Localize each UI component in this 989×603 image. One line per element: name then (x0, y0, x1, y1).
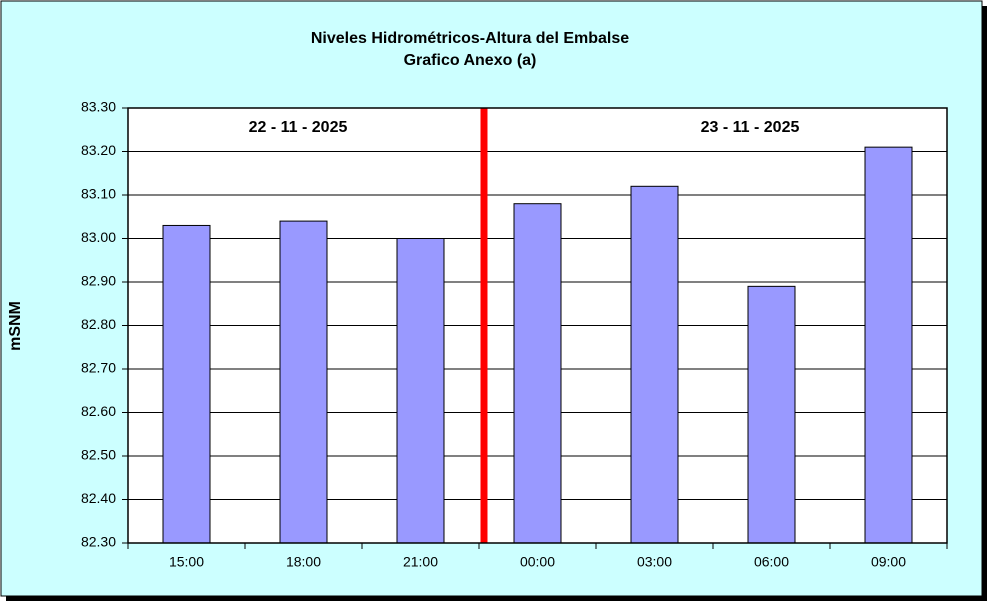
bar (162, 224, 211, 544)
bar (864, 146, 913, 544)
bar (630, 185, 679, 544)
x-tick-label: 06:00 (754, 554, 789, 570)
plot-border (127, 107, 948, 544)
bar (279, 220, 328, 544)
annotation: 22 - 11 - 2025 (249, 119, 348, 136)
y-tick-label: 82.90 (81, 273, 116, 289)
y-tick-label: 82.60 (81, 403, 116, 419)
y-tick-label: 83.30 (81, 99, 116, 115)
bar (513, 203, 562, 544)
chart-subtitle: Grafico Anexo (a) (404, 52, 537, 69)
x-tick-label: 18:00 (286, 554, 321, 570)
bar (747, 285, 796, 544)
y-tick-label: 83.00 (81, 229, 116, 245)
x-tick-label: 21:00 (403, 554, 438, 570)
chart-title: Niveles Hidrométricos-Altura del Embalse (311, 30, 629, 47)
bar (396, 238, 445, 544)
y-tick-label: 83.10 (81, 186, 116, 202)
y-tick-label: 83.20 (81, 142, 116, 158)
y-tick-label: 82.30 (81, 534, 116, 550)
y-tick-label: 82.50 (81, 447, 116, 463)
annotation: 23 - 11 - 2025 (701, 119, 800, 136)
y-tick-label: 82.80 (81, 316, 116, 332)
x-tick-label: 09:00 (871, 554, 906, 570)
y-tick-label: 82.70 (81, 360, 116, 376)
x-tick-label: 03:00 (637, 554, 672, 570)
x-tick-label: 00:00 (520, 554, 555, 570)
y-tick-label: 82.40 (81, 490, 116, 506)
x-tick-label: 15:00 (169, 554, 204, 570)
y-axis-label: mSNM (7, 301, 24, 351)
